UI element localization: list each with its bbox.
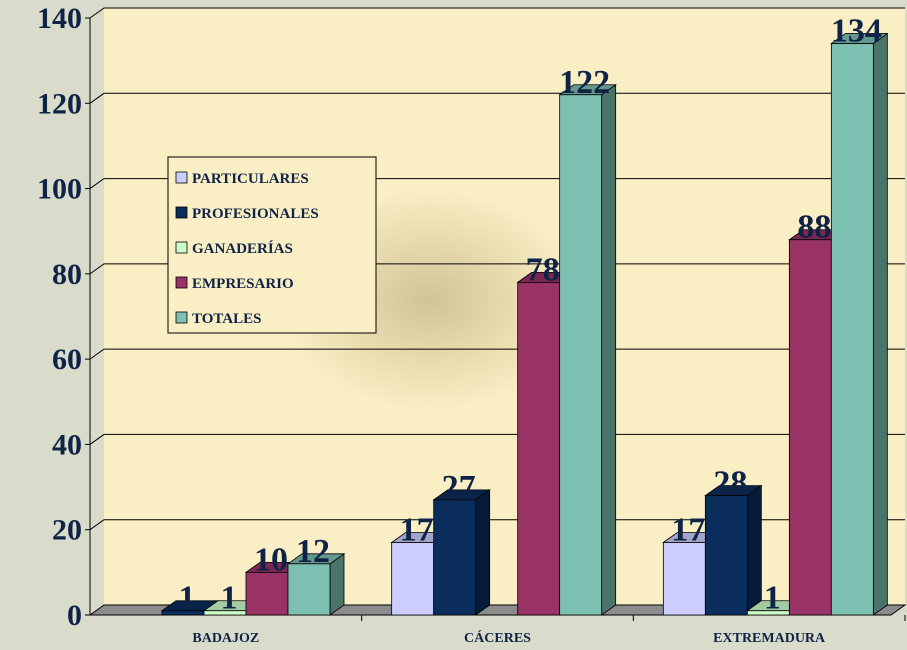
legend-box xyxy=(167,156,377,334)
bar-side xyxy=(872,32,888,616)
y-tick-label: 140 xyxy=(37,2,82,35)
legend-swatch xyxy=(175,171,188,184)
grid-line xyxy=(89,178,905,189)
legend-swatch xyxy=(175,241,188,254)
grid-line xyxy=(89,348,905,360)
bar-side xyxy=(601,83,617,616)
y-tick-label: 0 xyxy=(67,599,82,632)
legend-label: PARTICULARES xyxy=(192,171,309,187)
data-label: 10 xyxy=(254,541,288,578)
data-label: 78 xyxy=(526,251,560,288)
legend-swatch xyxy=(175,276,188,289)
y-tick-label: 100 xyxy=(37,173,82,206)
bar-side xyxy=(329,553,345,616)
grid-line xyxy=(89,519,905,531)
x-tick-label: BADAJOZ xyxy=(192,631,259,646)
y-tick-label: 20 xyxy=(52,514,82,547)
bar xyxy=(287,563,331,616)
legend-label: GANADERÍAS xyxy=(192,240,293,257)
legend-swatch xyxy=(175,311,188,324)
y-tick-label: 40 xyxy=(52,428,82,461)
data-label: 27 xyxy=(442,469,476,506)
legend-swatch xyxy=(175,206,188,219)
bar xyxy=(559,94,603,616)
data-label: 122 xyxy=(559,64,610,101)
x-tick-label: CÁCERES xyxy=(464,629,531,646)
bar xyxy=(391,542,435,616)
legend-label: PROFESIONALES xyxy=(192,206,319,222)
data-label: 134 xyxy=(831,13,882,50)
y-tick-label: 80 xyxy=(52,258,82,291)
grid-line xyxy=(89,92,905,104)
data-label: 17 xyxy=(400,512,434,549)
bar xyxy=(830,43,874,616)
bar xyxy=(517,281,561,616)
legend: PARTICULARES PROFESIONALES GANADERÍAS EMPRE… xyxy=(167,156,377,334)
data-label: 1 xyxy=(764,580,781,617)
bar xyxy=(788,239,832,616)
data-label: 12 xyxy=(296,533,330,570)
y-tick-label: 120 xyxy=(37,87,82,120)
x-tick-label: EXTREMADURA xyxy=(713,631,826,646)
legend-label: EMPRESARIO xyxy=(192,276,294,292)
y-tick-label: 60 xyxy=(52,343,82,376)
legend-label: TOTALES xyxy=(192,311,261,327)
bar-side xyxy=(475,489,491,616)
bar xyxy=(704,495,748,616)
data-label: 1 xyxy=(179,580,196,617)
bar xyxy=(662,542,706,616)
data-label: 17 xyxy=(671,512,705,549)
bar xyxy=(433,499,477,616)
bar-side xyxy=(746,484,762,616)
grid-line xyxy=(89,7,905,19)
bar xyxy=(245,571,289,616)
grid-line xyxy=(89,433,905,445)
data-label: 28 xyxy=(713,465,747,502)
grid-line xyxy=(89,263,905,275)
data-label: 88 xyxy=(797,209,831,246)
data-label: 1 xyxy=(221,580,238,617)
